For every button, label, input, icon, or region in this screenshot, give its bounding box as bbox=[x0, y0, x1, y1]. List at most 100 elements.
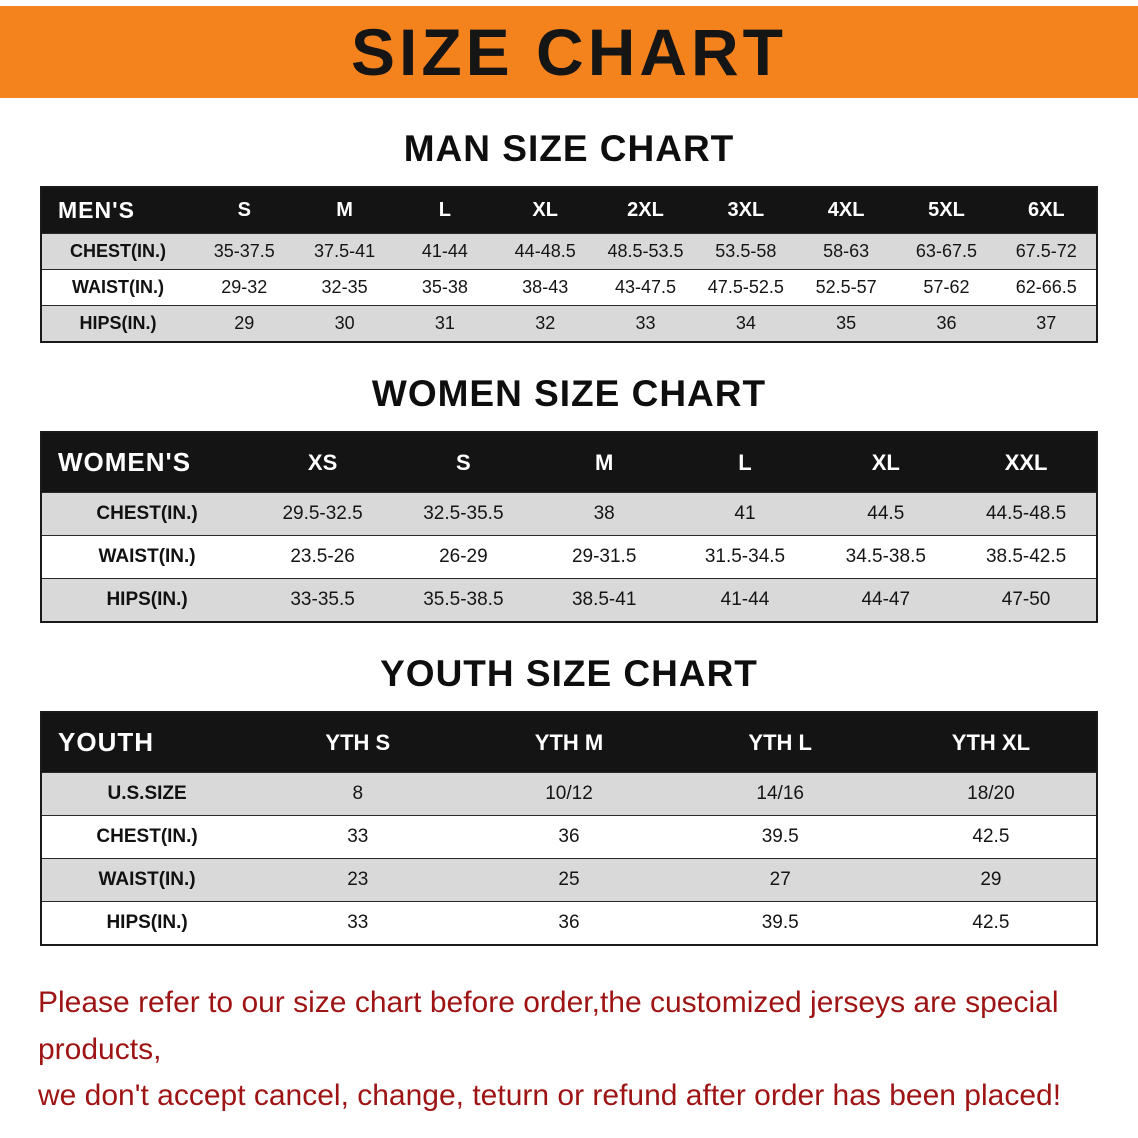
row-label-cell: CHEST(IN.) bbox=[96, 503, 198, 524]
row-label-cell: WAIST(IN.) bbox=[98, 869, 196, 890]
measurement-row: CHEST(IN.) 29.5-32.5 32.5-35.5 38 41 44.5 44.5… bbox=[41, 492, 1097, 536]
value-cell: 35.5-38.5 bbox=[423, 589, 504, 610]
value-cell: 39.5 bbox=[761, 912, 799, 933]
value-cell: 47-50 bbox=[1001, 589, 1051, 610]
value-cell: 44.5-48.5 bbox=[985, 503, 1067, 524]
value-cell: 32.5-35.5 bbox=[423, 503, 504, 524]
value-cell: 31.5-34.5 bbox=[704, 546, 786, 567]
table-title-cell: WOMEN'S bbox=[58, 447, 192, 477]
value-cell: 10/12 bbox=[545, 783, 593, 804]
size-header-cell: XS bbox=[307, 449, 338, 475]
value-cell: 35-37.5 bbox=[213, 241, 275, 261]
value-cell: 43-47.5 bbox=[614, 277, 677, 297]
size-chart-page: SIZE CHART MAN SIZE CHART MEN'S S M L XL 2XL 3… bbox=[0, 6, 1138, 1120]
value-cell: 33 bbox=[347, 826, 369, 847]
row-label-cell: CHEST(IN.) bbox=[96, 826, 198, 847]
size-header-cell: YTH M bbox=[534, 729, 604, 755]
table-title-cell: YOUTH bbox=[58, 727, 154, 757]
size-header-cell: YTH XL bbox=[951, 729, 1031, 755]
table-title-cell: MEN'S bbox=[58, 197, 135, 223]
measurement-row: CHEST(IN.) 35-37.5 37.5-41 41-44 44-48.5 48.5… bbox=[41, 233, 1097, 270]
value-cell: 37 bbox=[1036, 313, 1057, 333]
size-table-header-row: YOUTH YTH S YTH M YTH L YTH XL bbox=[41, 712, 1097, 773]
women-size-section: WOMEN SIZE CHART WOMEN'S XS S M L XL XXL CHEST(… bbox=[0, 373, 1138, 623]
measurement-row: U.S.SIZE 8 10/12 14/16 18/20 bbox=[41, 772, 1097, 816]
row-label-cell: HIPS(IN.) bbox=[106, 589, 188, 610]
value-cell: 34.5-38.5 bbox=[845, 546, 926, 567]
measurement-row: HIPS(IN.) 33 36 39.5 42.5 bbox=[41, 901, 1097, 945]
value-cell: 42.5 bbox=[972, 826, 1010, 847]
size-header-cell: 6XL bbox=[1027, 199, 1065, 221]
size-header-cell: YTH L bbox=[748, 729, 812, 755]
value-cell: 26-29 bbox=[439, 546, 488, 567]
size-header-cell: 5XL bbox=[928, 199, 965, 221]
notice-line-2: we don't accept cancel, change, teturn o… bbox=[38, 1079, 1062, 1112]
title-banner: SIZE CHART bbox=[0, 6, 1138, 98]
measurement-row: HIPS(IN.) 29 30 31 32 33 34 35 36 37 bbox=[41, 305, 1097, 342]
value-cell: 35 bbox=[836, 313, 857, 333]
value-cell: 38.5-41 bbox=[571, 589, 637, 610]
measurement-row: WAIST(IN.) 23 25 27 29 bbox=[41, 858, 1097, 902]
value-cell: 37.5-41 bbox=[314, 241, 376, 261]
value-cell: 29.5-32.5 bbox=[282, 503, 363, 524]
value-cell: 14/16 bbox=[756, 783, 804, 804]
row-label-cell: WAIST(IN.) bbox=[98, 546, 196, 567]
notice-line-1: Please refer to our size chart before or… bbox=[38, 986, 1059, 1066]
value-cell: 39.5 bbox=[761, 826, 799, 847]
value-cell: 62-66.5 bbox=[1015, 277, 1077, 297]
value-cell: 58-63 bbox=[823, 241, 870, 261]
value-cell: 41 bbox=[734, 503, 756, 524]
size-header-cell: M bbox=[336, 199, 353, 221]
value-cell: 33 bbox=[347, 912, 369, 933]
value-cell: 52.5-57 bbox=[815, 277, 877, 297]
value-cell: 53.5-58 bbox=[715, 241, 777, 261]
value-cell: 36 bbox=[558, 912, 580, 933]
value-cell: 32-35 bbox=[321, 277, 368, 297]
order-notice: Please refer to our size chart before or… bbox=[38, 980, 1114, 1120]
value-cell: 38-43 bbox=[522, 277, 569, 297]
page-title: SIZE CHART bbox=[351, 15, 787, 89]
row-label-cell: HIPS(IN.) bbox=[79, 313, 157, 333]
value-cell: 18/20 bbox=[967, 783, 1015, 804]
size-table-header-row: WOMEN'S XS S M L XL XXL bbox=[41, 432, 1097, 493]
size-header-cell: XL bbox=[532, 199, 558, 221]
value-cell: 34 bbox=[735, 313, 756, 333]
measurement-row: HIPS(IN.) 33-35.5 35.5-38.5 38.5-41 41-44 44-… bbox=[41, 578, 1097, 622]
men-size-table: MEN'S S M L XL 2XL 3XL 4XL 5XL 6XL CHEST(IN.) 35-37… bbox=[40, 186, 1098, 343]
row-label-cell: WAIST(IN.) bbox=[72, 277, 165, 297]
size-header-cell: S bbox=[237, 199, 251, 221]
value-cell: 48.5-53.5 bbox=[607, 241, 684, 261]
size-header-cell: M bbox=[595, 449, 614, 475]
value-cell: 27 bbox=[769, 869, 791, 890]
value-cell: 30 bbox=[334, 313, 355, 333]
value-cell: 33-35.5 bbox=[290, 589, 355, 610]
size-header-cell: XXL bbox=[1004, 449, 1048, 475]
value-cell: 29-32 bbox=[221, 277, 268, 297]
value-cell: 57-62 bbox=[923, 277, 970, 297]
women-section-heading: WOMEN SIZE CHART bbox=[371, 373, 767, 414]
size-header-cell: YTH S bbox=[325, 729, 391, 755]
row-label-cell: CHEST(IN.) bbox=[70, 241, 167, 261]
size-header-cell: 2XL bbox=[627, 199, 664, 221]
value-cell: 38 bbox=[593, 503, 615, 524]
value-cell: 36 bbox=[936, 313, 957, 333]
value-cell: 44-48.5 bbox=[514, 241, 576, 261]
value-cell: 47.5-52.5 bbox=[707, 277, 784, 297]
size-header-cell: L bbox=[738, 449, 752, 475]
value-cell: 36 bbox=[558, 826, 580, 847]
value-cell: 41-44 bbox=[720, 589, 770, 610]
value-cell: 35-38 bbox=[421, 277, 468, 297]
value-cell: 25 bbox=[558, 869, 580, 890]
value-cell: 23.5-26 bbox=[290, 546, 355, 567]
value-cell: 29-31.5 bbox=[571, 546, 637, 567]
value-cell: 33 bbox=[635, 313, 656, 333]
women-size-table: WOMEN'S XS S M L XL XXL CHEST(IN.) 29.5-32.5 32.5… bbox=[40, 431, 1098, 623]
size-header-cell: L bbox=[438, 199, 451, 221]
men-section-heading: MAN SIZE CHART bbox=[403, 128, 735, 169]
value-cell: 32 bbox=[535, 313, 556, 333]
size-header-cell: 3XL bbox=[727, 199, 765, 221]
value-cell: 63-67.5 bbox=[915, 241, 977, 261]
value-cell: 44-47 bbox=[861, 589, 911, 610]
value-cell: 67.5-72 bbox=[1015, 241, 1077, 261]
size-header-cell: XL bbox=[871, 449, 900, 475]
